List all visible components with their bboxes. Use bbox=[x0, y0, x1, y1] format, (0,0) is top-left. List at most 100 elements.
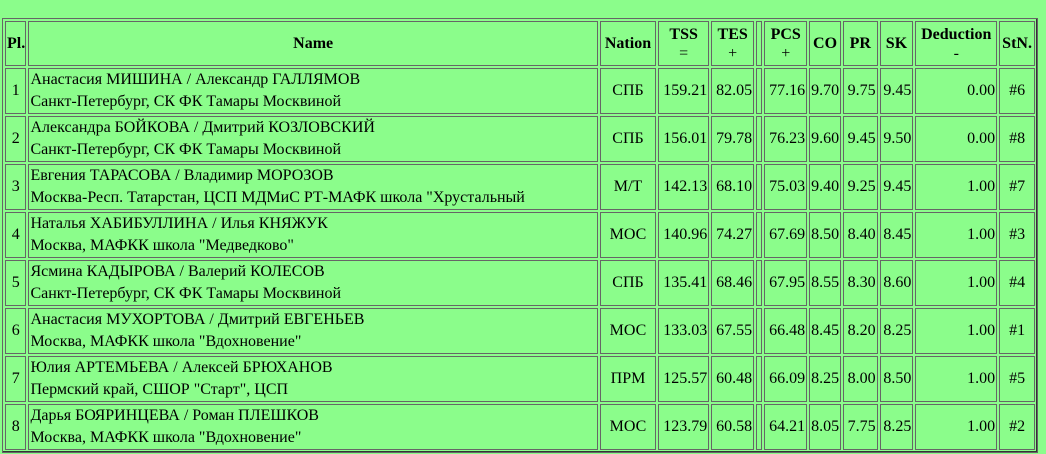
cell-nation: МОС bbox=[599, 212, 657, 258]
cell-place: 7 bbox=[5, 356, 27, 402]
header-pcs-sign: + bbox=[781, 44, 791, 62]
cell-deduction: 0.00 bbox=[915, 116, 998, 162]
cell-co: 9.40 bbox=[809, 164, 841, 210]
cell-pcs: 77.16 bbox=[764, 68, 808, 114]
skater-club: Санкт-Петербург, СК ФК Тамары Москвиной bbox=[30, 141, 342, 158]
cell-spacer bbox=[756, 116, 763, 162]
table-row: 2 Александра БОЙКОВА / Дмитрий КОЗЛОВСКИ… bbox=[5, 116, 1035, 162]
header-row: Pl. Name Nation TSS = TES + PCS + CO PR SK … bbox=[5, 21, 1035, 66]
cell-nation: М/Т bbox=[599, 164, 657, 210]
header-deduction-sign: - bbox=[953, 44, 959, 62]
cell-stn: #1 bbox=[999, 308, 1035, 354]
cell-place: 2 bbox=[5, 116, 27, 162]
cell-tss: 159.21 bbox=[658, 68, 710, 114]
cell-co: 9.70 bbox=[809, 68, 841, 114]
cell-nation: СПБ bbox=[599, 116, 657, 162]
cell-nation: МОС bbox=[599, 308, 657, 354]
cell-nation: ПРМ bbox=[599, 356, 657, 402]
cell-nation: СПБ bbox=[599, 68, 657, 114]
cell-spacer bbox=[756, 404, 763, 450]
skater-names: Ясмина КАДЫРОВА / Валерий КОЛЕСОВ bbox=[30, 263, 325, 280]
cell-co: 8.25 bbox=[809, 356, 841, 402]
skater-club: Санкт-Петербург, СК ФК Тамары Москвиной bbox=[30, 93, 342, 110]
cell-pcs: 64.21 bbox=[764, 404, 808, 450]
skater-names: Анастасия МУХОРТОВА / Дмитрий ЕВГЕНЬЕВ bbox=[30, 311, 365, 328]
cell-tss: 142.13 bbox=[658, 164, 710, 210]
cell-tes: 68.10 bbox=[711, 164, 755, 210]
header-deduction: Deduction - bbox=[915, 21, 998, 66]
header-pl: Pl. bbox=[5, 21, 27, 66]
header-tss-label: TSS bbox=[669, 25, 698, 43]
cell-tes: 79.78 bbox=[711, 116, 755, 162]
header-nation: Nation bbox=[599, 21, 657, 66]
header-sk: SK bbox=[879, 21, 914, 66]
cell-pr: 8.30 bbox=[842, 260, 878, 306]
cell-sk: 9.45 bbox=[879, 164, 914, 210]
header-deduction-label: Deduction bbox=[921, 25, 992, 43]
skater-club: Москва, МАФКК школа "Вдохновение" bbox=[30, 333, 302, 350]
cell-stn: #7 bbox=[999, 164, 1035, 210]
cell-pr: 9.25 bbox=[842, 164, 878, 210]
header-co: CO bbox=[809, 21, 841, 66]
cell-tes: 82.05 bbox=[711, 68, 755, 114]
header-name: Name bbox=[28, 21, 598, 66]
header-tss-sign: = bbox=[679, 44, 689, 62]
cell-spacer bbox=[756, 164, 763, 210]
skater-club: Пермский край, СШОР "Старт", ЦСП bbox=[30, 381, 289, 398]
cell-pcs: 67.69 bbox=[764, 212, 808, 258]
cell-place: 4 bbox=[5, 212, 27, 258]
skater-names: Дарья БОЯРИНЦЕВА / Роман ПЛЕШКОВ bbox=[30, 407, 319, 424]
cell-co: 8.45 bbox=[809, 308, 841, 354]
cell-place: 5 bbox=[5, 260, 27, 306]
header-pcs: PCS + bbox=[764, 21, 808, 66]
cell-sk: 9.45 bbox=[879, 68, 914, 114]
cell-co: 8.55 bbox=[809, 260, 841, 306]
skater-names: Анастасия МИШИНА / Александр ГАЛЛЯМОВ bbox=[30, 71, 361, 88]
cell-spacer bbox=[756, 308, 763, 354]
cell-sk: 8.25 bbox=[879, 404, 914, 450]
skater-names: Наталья ХАБИБУЛЛИНА / Илья КНЯЖУК bbox=[30, 215, 328, 232]
cell-tss: 123.79 bbox=[658, 404, 710, 450]
cell-deduction: 1.00 bbox=[915, 212, 998, 258]
cell-stn: #3 bbox=[999, 212, 1035, 258]
cell-pr: 8.20 bbox=[842, 308, 878, 354]
cell-name: Евгения ТАРАСОВА / Владимир МОРОЗОВ Москв… bbox=[28, 164, 598, 210]
table-row: 5 Ясмина КАДЫРОВА / Валерий КОЛЕСОВ Санкт… bbox=[5, 260, 1035, 306]
cell-nation: СПБ bbox=[599, 260, 657, 306]
header-tes-label: TES bbox=[717, 25, 748, 43]
cell-spacer bbox=[756, 356, 763, 402]
cell-pcs: 75.03 bbox=[764, 164, 808, 210]
table-row: 7 Юлия АРТЕМЬЕВА / Алексей БРЮХАНОВ Пермс… bbox=[5, 356, 1035, 402]
cell-deduction: 1.00 bbox=[915, 308, 998, 354]
header-spacer bbox=[756, 21, 763, 66]
cell-place: 6 bbox=[5, 308, 27, 354]
table-row: 4 Наталья ХАБИБУЛЛИНА / Илья КНЯЖУК Москв… bbox=[5, 212, 1035, 258]
skater-names: Юлия АРТЕМЬЕВА / Алексей БРЮХАНОВ bbox=[30, 359, 333, 376]
cell-pr: 9.75 bbox=[842, 68, 878, 114]
header-tes-sign: + bbox=[728, 44, 738, 62]
cell-sk: 9.50 bbox=[879, 116, 914, 162]
cell-pcs: 66.48 bbox=[764, 308, 808, 354]
cell-name: Ясмина КАДЫРОВА / Валерий КОЛЕСОВ Санкт-П… bbox=[28, 260, 598, 306]
cell-tes: 60.48 bbox=[711, 356, 755, 402]
cell-deduction: 1.00 bbox=[915, 404, 998, 450]
header-pr: PR bbox=[842, 21, 878, 66]
cell-name: Анастасия МУХОРТОВА / Дмитрий ЕВГЕНЬЕВ Мо… bbox=[28, 308, 598, 354]
skater-club: Москва, МАФКК школа "Медведково" bbox=[30, 237, 294, 254]
header-tes: TES + bbox=[711, 21, 755, 66]
cell-place: 3 bbox=[5, 164, 27, 210]
cell-place: 8 bbox=[5, 404, 27, 450]
cell-stn: #4 bbox=[999, 260, 1035, 306]
skater-names: Евгения ТАРАСОВА / Владимир МОРОЗОВ bbox=[30, 167, 334, 184]
cell-pr: 8.00 bbox=[842, 356, 878, 402]
cell-stn: #6 bbox=[999, 68, 1035, 114]
cell-name: Наталья ХАБИБУЛЛИНА / Илья КНЯЖУК Москва,… bbox=[28, 212, 598, 258]
cell-sk: 8.25 bbox=[879, 308, 914, 354]
cell-spacer bbox=[756, 260, 763, 306]
cell-pcs: 66.09 bbox=[764, 356, 808, 402]
cell-tes: 67.55 bbox=[711, 308, 755, 354]
table-row: 8 Дарья БОЯРИНЦЕВА / Роман ПЛЕШКОВ Москва… bbox=[5, 404, 1035, 450]
cell-name: Александра БОЙКОВА / Дмитрий КОЗЛОВСКИЙ С… bbox=[28, 116, 598, 162]
cell-pr: 8.40 bbox=[842, 212, 878, 258]
skater-club: Москва-Респ. Татарстан, ЦСП МДМиС РТ-МАФ… bbox=[30, 189, 525, 206]
